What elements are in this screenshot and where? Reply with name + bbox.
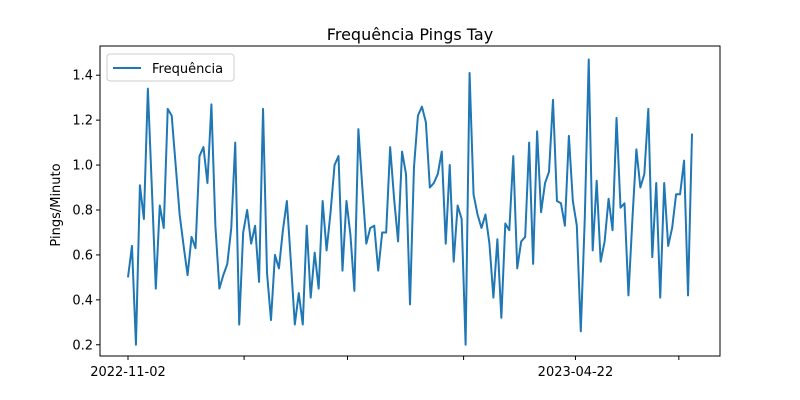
y-tick-label: 0.2 xyxy=(72,338,93,353)
y-tick-label: 0.6 xyxy=(72,248,93,263)
x-tick-label: 2023-04-22 xyxy=(538,365,614,380)
y-axis-ticks: 0.2 0.4 0.6 0.8 1.0 1.2 1.4 xyxy=(72,69,100,353)
legend-box xyxy=(106,53,235,82)
plot-frame xyxy=(99,45,721,357)
y-tick-label: 0.8 xyxy=(72,203,93,218)
chart-title: Frequência Pings Tay xyxy=(327,25,493,44)
x-axis-ticks: 2022-11-02 2023-04-22 xyxy=(90,356,680,380)
y-tick-label: 1.0 xyxy=(72,159,93,174)
legend-label: Frequência xyxy=(152,62,223,77)
legend: Frequência xyxy=(106,53,235,82)
series-line-frequencia xyxy=(127,58,693,346)
x-tick-label: 2022-11-02 xyxy=(90,365,166,380)
y-tick-label: 1.4 xyxy=(72,69,93,84)
series-layer xyxy=(127,58,693,346)
y-axis-title: Pings/Minuto xyxy=(49,163,64,246)
y-tick-label: 0.4 xyxy=(72,293,93,308)
y-tick-label: 1.2 xyxy=(72,114,93,129)
